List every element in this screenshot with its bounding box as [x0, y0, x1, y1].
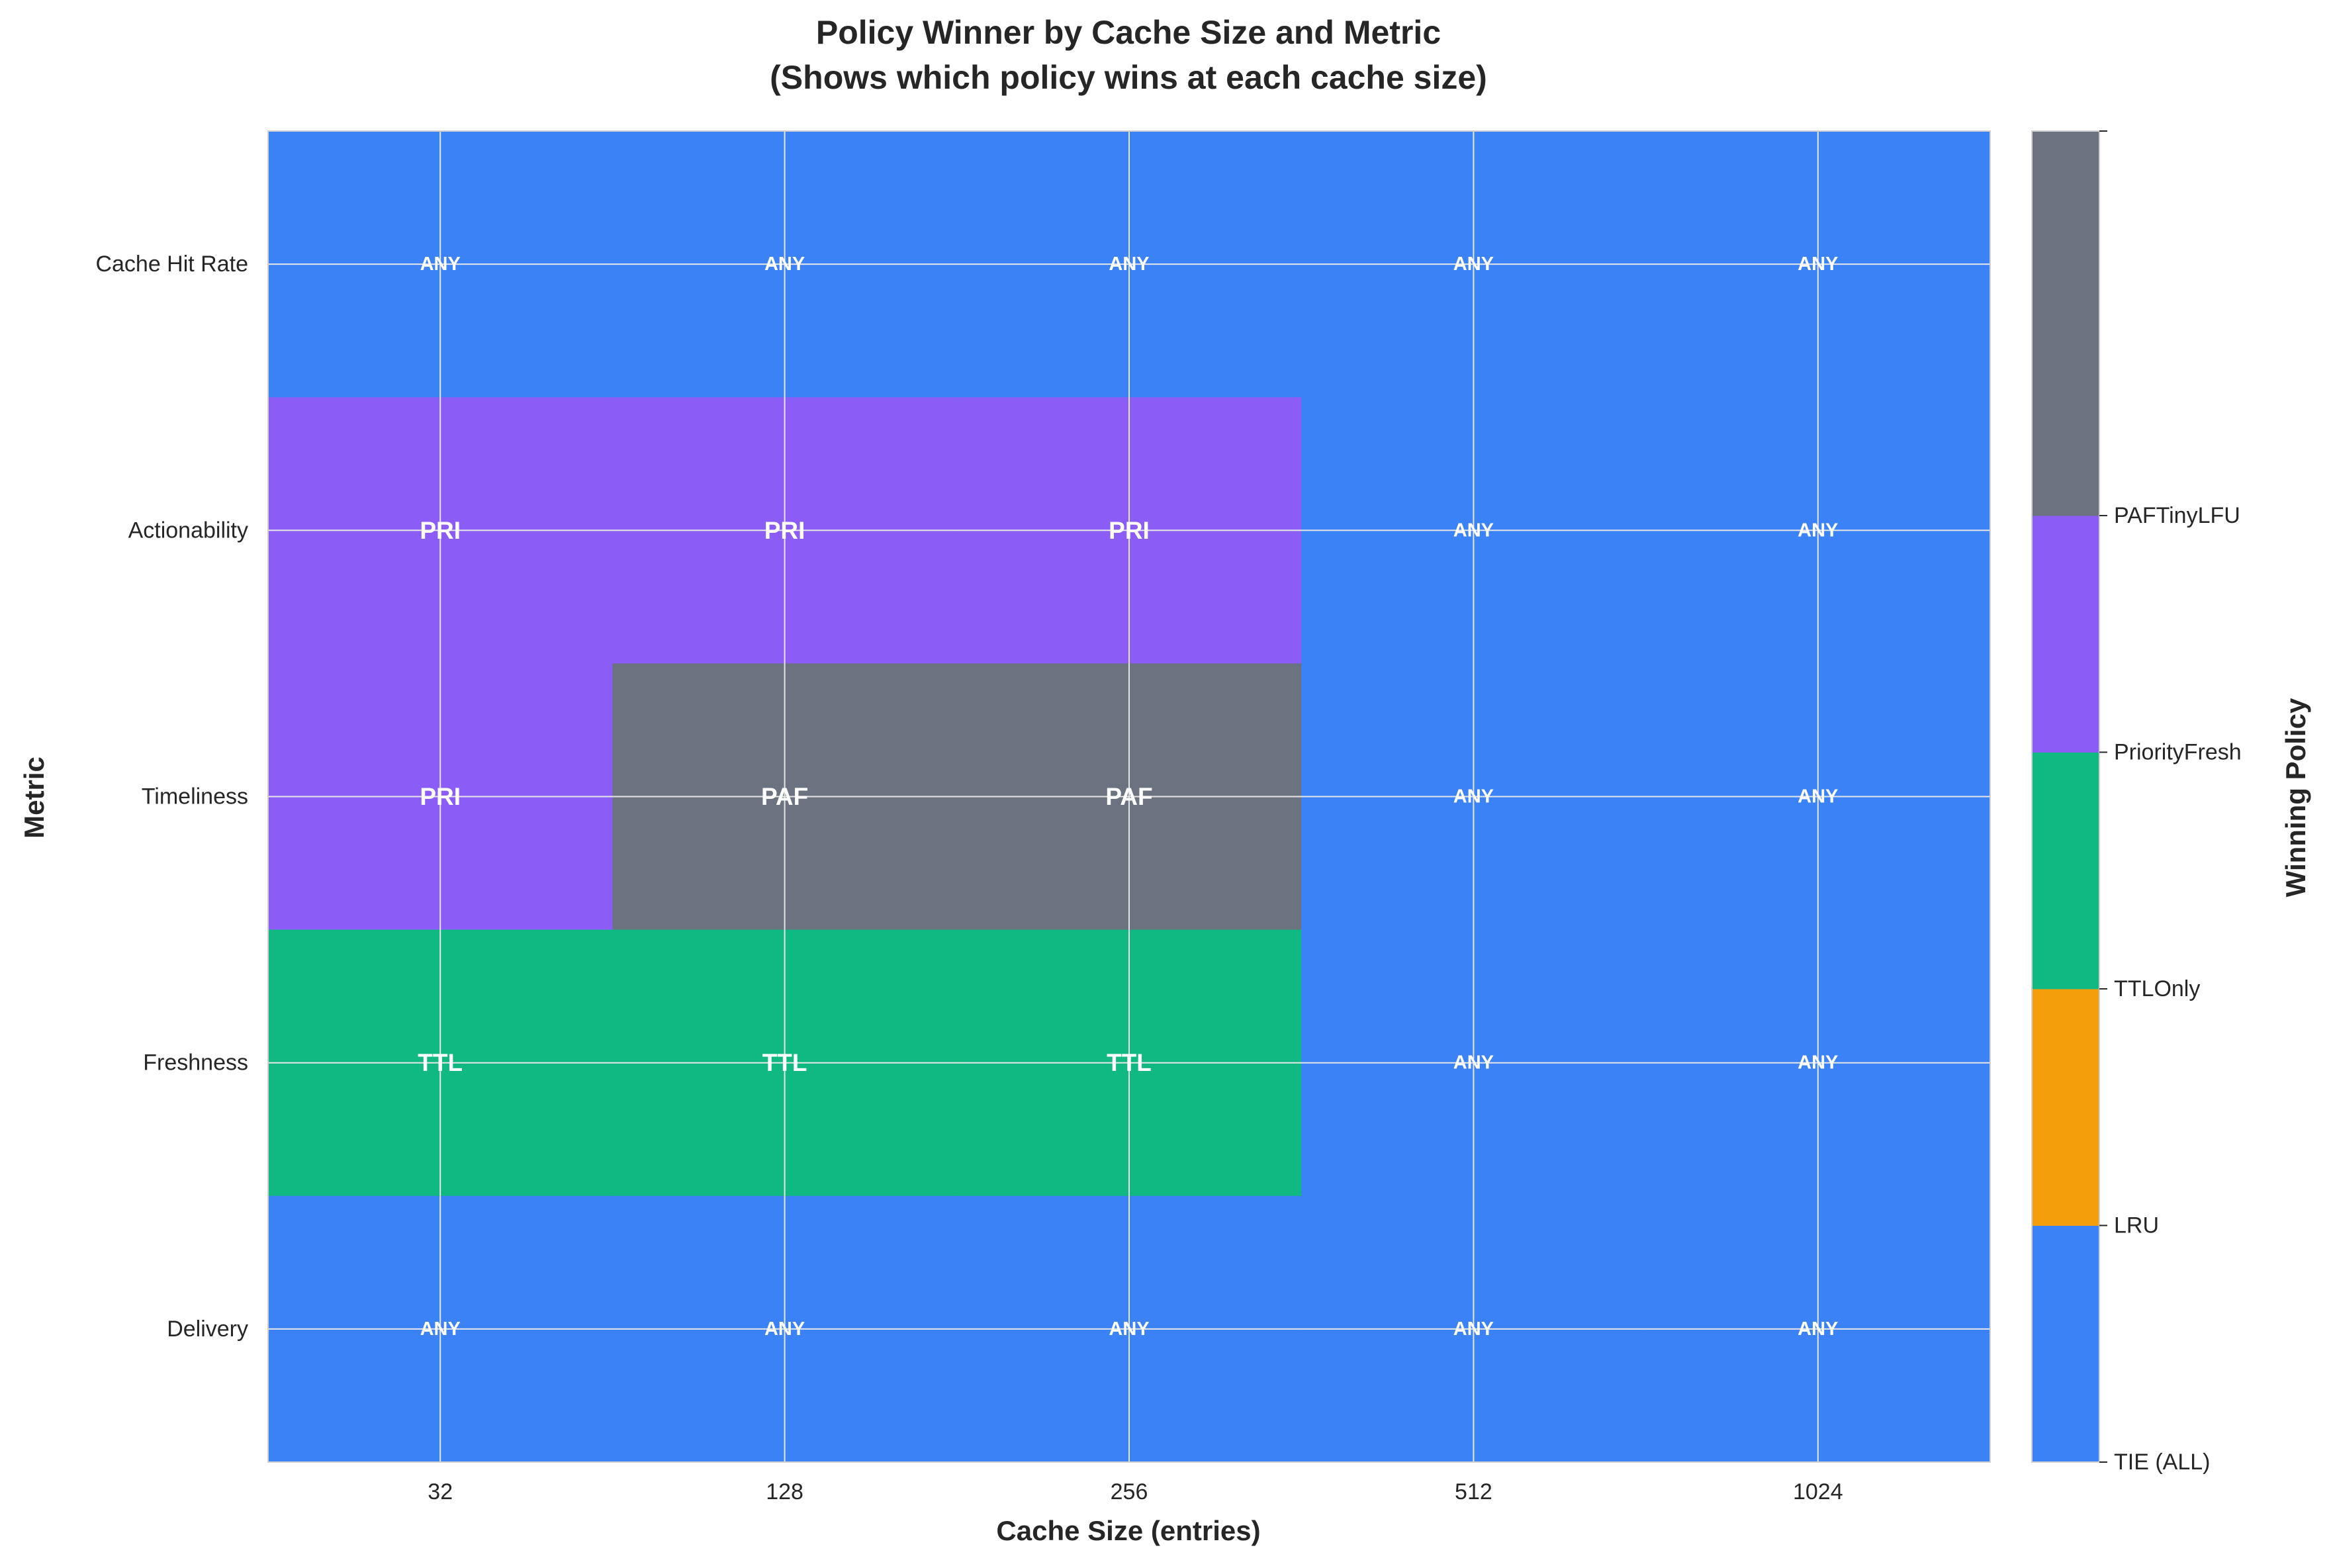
y-tick-label: Actionability: [128, 518, 248, 543]
y-tick-label: Cache Hit Rate: [95, 252, 248, 277]
cell-label: ANY: [1109, 254, 1149, 275]
cell-label: ANY: [764, 254, 805, 275]
colorbar-label: Winning Policy: [2280, 698, 2311, 897]
cell-label: ANY: [1798, 520, 1838, 541]
cell-label: ANY: [420, 254, 461, 275]
cell-label: PAF: [761, 783, 808, 810]
y-axis-ticks: Cache Hit Rate Actionability Timeliness Fre…: [95, 252, 248, 1342]
x-tick-label: 256: [1111, 1479, 1148, 1504]
cell-labels: ANY ANY ANY ANY ANY PRI PRI PRI ANY ANY PRI PAF PAF A…: [418, 254, 1838, 1340]
cell-label: ANY: [1453, 1052, 1494, 1074]
y-tick-label: Timeliness: [142, 784, 248, 809]
cell-label: PRI: [420, 783, 461, 810]
plot-frame: [267, 130, 1991, 1463]
colorbar-segment: [2032, 988, 2099, 1226]
cell-label: PRI: [420, 517, 461, 544]
colorbar-tick-label: TIE (ALL): [2114, 1450, 2210, 1475]
colorbar-tick-label: LRU: [2114, 1213, 2159, 1238]
cell-label: ANY: [1453, 1318, 1494, 1340]
cell-label: ANY: [1798, 1318, 1838, 1340]
cell-label: TTL: [418, 1049, 463, 1076]
cell-label: ANY: [764, 1318, 805, 1340]
cell-label: ANY: [1798, 786, 1838, 807]
cell-label: PRI: [764, 517, 805, 544]
colorbar-tick-label: TTLOnly: [2114, 976, 2200, 1001]
cell-label: ANY: [1798, 1052, 1838, 1074]
colorbar-tick-label: PriorityFresh: [2114, 739, 2242, 764]
cell-label: ANY: [1798, 254, 1838, 275]
x-tick-label: 512: [1455, 1479, 1492, 1504]
cell-label: ANY: [1453, 786, 1494, 807]
cell-label: PAF: [1105, 783, 1152, 810]
colorbar-segment: [2032, 131, 2099, 516]
y-tick-label: Delivery: [167, 1316, 248, 1342]
cell-label: ANY: [420, 1318, 461, 1340]
colorbar: TIE (ALL) LRU TTLOnly PriorityFresh PAFTinyL…: [2031, 130, 2242, 1475]
y-tick-label: Freshness: [143, 1050, 248, 1076]
colorbar-frame: [2031, 130, 2100, 1463]
colorbar-tick-label: PAFTinyLFU: [2114, 503, 2240, 528]
colorbar-segment: [2032, 1225, 2099, 1463]
x-axis-label: Cache Size (entries): [996, 1515, 1260, 1546]
cell-label: TTL: [1107, 1049, 1152, 1076]
cell-label: ANY: [1453, 520, 1494, 541]
x-tick-label: 32: [428, 1479, 453, 1504]
cell-label: PRI: [1109, 517, 1150, 544]
cell-label: ANY: [1453, 254, 1494, 275]
cell-label: ANY: [1109, 1318, 1149, 1340]
colorbar-segment: [2032, 515, 2099, 753]
y-axis-label: Metric: [19, 757, 50, 839]
chart-title: Policy Winner by Cache Size and Metric: [816, 14, 1441, 51]
colorbar-segment: [2032, 752, 2099, 990]
grid-lines: [268, 131, 1990, 1462]
x-tick-label: 1024: [1793, 1479, 1843, 1504]
x-tick-label: 128: [766, 1479, 803, 1504]
chart-subtitle: (Shows which policy wins at each cache s…: [770, 59, 1487, 96]
cell-label: TTL: [762, 1049, 807, 1076]
x-axis-ticks: 32 128 256 512 1024: [428, 1479, 1843, 1504]
